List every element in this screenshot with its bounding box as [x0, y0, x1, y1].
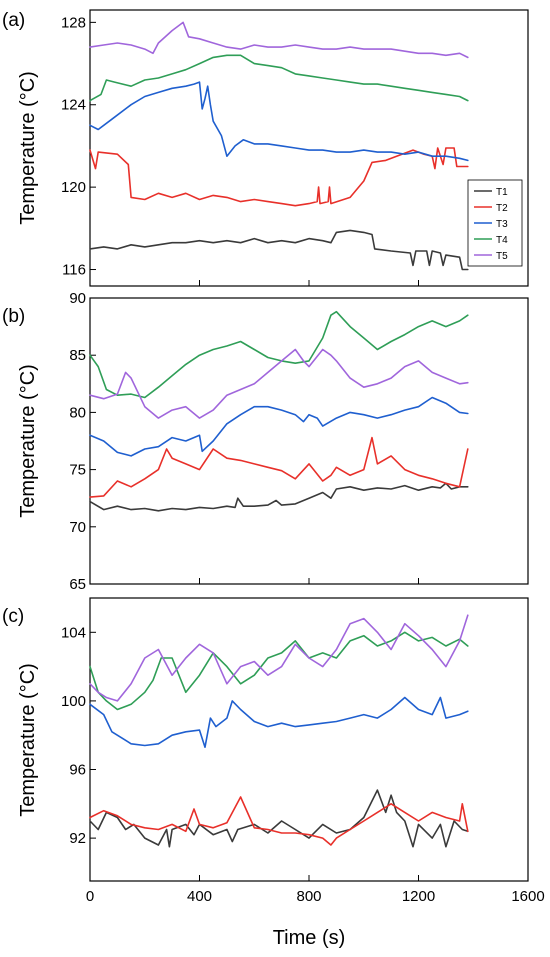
panel-b-ylabel: Temperature (°C) — [17, 364, 39, 518]
x-axis-label: Time (s) — [273, 927, 346, 949]
panel-b-ytick-label: 65 — [69, 576, 86, 593]
legend-label-t4: T4 — [496, 235, 508, 246]
series-line-t2 — [89, 796, 469, 846]
panel-b-series-group — [89, 310, 469, 512]
panel-a-series-group — [89, 21, 469, 271]
panel-a-axis-ticks: 116 120 124 128 — [61, 14, 529, 286]
series-line-t1 — [89, 482, 469, 512]
panel-b-ytick-label: 75 — [69, 462, 86, 479]
series-line-t4 — [89, 631, 469, 711]
series-line-t3 — [89, 396, 469, 457]
panel-c-label: (c) — [2, 606, 24, 627]
panel-c-series-group — [89, 614, 469, 848]
panel-c-xtick-label: 1600 — [511, 888, 544, 905]
panel-a-label: (a) — [2, 10, 25, 31]
panel-c: (c) Temperature (°C) 92 96 100 104 0 400 800 12… — [2, 597, 545, 905]
panel-c-xtick-label: 400 — [187, 888, 212, 905]
series-line-t1 — [89, 789, 469, 848]
panel-c-xtick-label: 800 — [296, 888, 321, 905]
series-line-t5 — [89, 614, 469, 702]
legend-label-t5: T5 — [496, 251, 508, 262]
panel-c-ylabel: Temperature (°C) — [17, 663, 39, 817]
panel-a-ylabel: Temperature (°C) — [17, 71, 39, 225]
panel-c-ytick-label: 92 — [69, 830, 86, 847]
panel-b-ytick-label: 70 — [69, 519, 86, 536]
panel-c-ytick-label: 96 — [69, 762, 86, 779]
panel-a: (a) Temperature (°C) 116 120 124 128 T1 T2 T3… — [2, 9, 529, 287]
series-line-t5 — [89, 348, 469, 419]
panel-c-ytick-label: 104 — [61, 624, 86, 641]
series-line-t4 — [89, 54, 469, 102]
panel-c-ytick-label: 100 — [61, 693, 86, 710]
series-line-t4 — [89, 310, 469, 399]
panel-b-ytick-label: 90 — [69, 290, 86, 307]
panel-b-ytick-label: 80 — [69, 404, 86, 421]
panel-c-xtick-label: 1200 — [402, 888, 435, 905]
panel-c-axis-ticks: 92 96 100 104 0 400 800 1200 1600 — [61, 624, 545, 905]
legend-label-t2: T2 — [496, 203, 508, 214]
panel-b-axis-ticks: 65 70 75 80 85 90 — [69, 290, 529, 593]
legend: T1 T2 T3 T4 T5 — [467, 179, 523, 267]
panel-a-ytick-label: 124 — [61, 97, 86, 114]
panel-b-ytick-label: 85 — [69, 347, 86, 364]
panel-b: (b) Temperature (°C) 65 70 75 80 85 90 — [2, 290, 529, 593]
series-line-t1 — [89, 229, 469, 271]
series-line-t2 — [89, 147, 469, 207]
series-line-t3 — [89, 81, 469, 162]
series-line-t3 — [89, 696, 469, 748]
legend-label-t1: T1 — [496, 187, 508, 198]
panel-a-ytick-label: 116 — [62, 262, 86, 279]
panel-b-label: (b) — [2, 306, 25, 327]
series-line-t2 — [89, 436, 469, 498]
series-line-t5 — [89, 21, 469, 59]
panel-b-frame — [89, 297, 529, 585]
panel-a-ytick-label: 128 — [61, 14, 86, 31]
panel-c-xtick-label: 0 — [86, 888, 94, 905]
panel-a-ytick-label: 120 — [61, 179, 86, 196]
legend-label-t3: T3 — [496, 219, 508, 230]
